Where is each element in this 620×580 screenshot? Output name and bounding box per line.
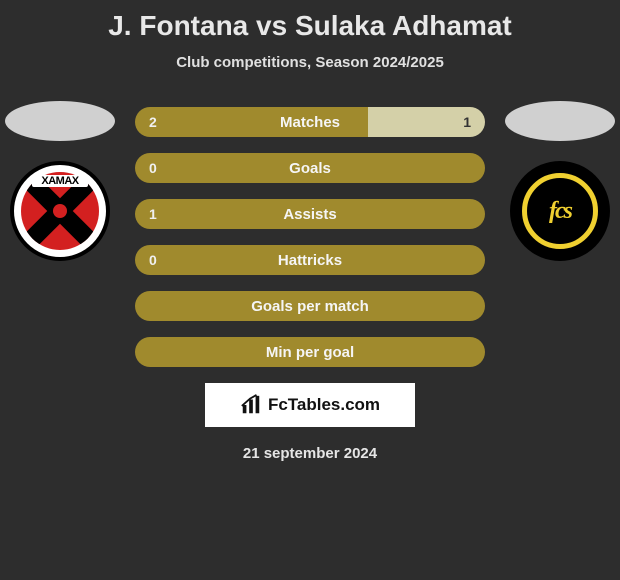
left-player-column: XAMAX — [0, 101, 120, 261]
stat-row-assists: 1 Assists — [135, 199, 485, 229]
stat-left-value — [135, 291, 485, 321]
date-text: 21 september 2024 — [0, 445, 620, 462]
season-subtitle: Club competitions, Season 2024/2025 — [0, 54, 620, 71]
stat-left-value: 1 — [135, 199, 485, 229]
stat-left-value: 0 — [135, 245, 485, 275]
comparison-content: XAMAX fcs 2 1 Matches 0 Goals — [0, 101, 620, 367]
stat-right-value: 1 — [368, 107, 485, 137]
page-title: J. Fontana vs Sulaka Adhamat — [0, 0, 620, 42]
fctables-logo-icon — [240, 394, 262, 416]
fctables-text: FcTables.com — [268, 395, 380, 415]
fcs-text: fcs — [549, 198, 571, 225]
stat-row-matches: 2 1 Matches — [135, 107, 485, 137]
left-player-photo — [5, 101, 115, 141]
stat-left-value — [135, 337, 485, 367]
stat-row-goals: 0 Goals — [135, 153, 485, 183]
xamax-text: XAMAX — [32, 175, 88, 187]
right-club-badge: fcs — [510, 161, 610, 261]
left-club-badge: XAMAX — [10, 161, 110, 261]
stat-row-min-per-goal: Min per goal — [135, 337, 485, 367]
fctables-watermark: FcTables.com — [205, 383, 415, 427]
right-player-column: fcs — [500, 101, 620, 261]
stat-row-hattricks: 0 Hattricks — [135, 245, 485, 275]
stats-bars: 2 1 Matches 0 Goals 1 Assists 0 Hattrick… — [135, 101, 485, 367]
stat-left-value: 0 — [135, 153, 485, 183]
stat-left-value: 2 — [135, 107, 368, 137]
right-player-photo — [505, 101, 615, 141]
stat-row-goals-per-match: Goals per match — [135, 291, 485, 321]
